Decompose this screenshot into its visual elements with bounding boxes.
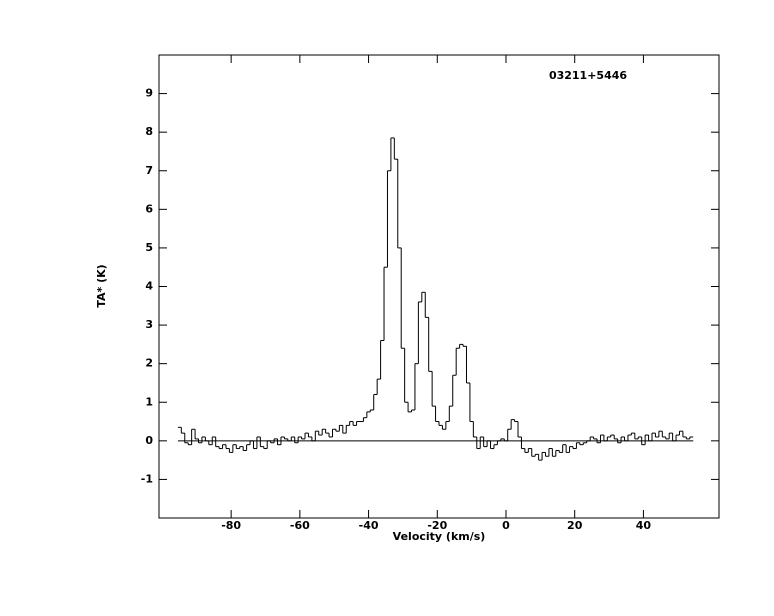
y-tick-label: 6	[145, 202, 153, 215]
x-tick-label: 20	[567, 519, 583, 532]
x-tick-label: -20	[427, 519, 447, 532]
y-tick-label: 1	[145, 395, 153, 408]
step-riser	[180, 137, 691, 461]
y-tick-label: 0	[145, 434, 153, 447]
y-tick-label: 5	[145, 241, 153, 254]
y-tick-label: 3	[145, 318, 153, 331]
annotation: 03211+5446	[549, 69, 627, 82]
x-axis-label: Velocity (km/s)	[393, 530, 486, 543]
y-tick-label: 7	[145, 164, 153, 177]
x-tick-label: 0	[502, 519, 510, 532]
y-axis-label: TA* (K)	[95, 264, 108, 307]
x-tick-label: -40	[359, 519, 379, 532]
x-tick-label: -80	[221, 519, 241, 532]
y-tick-label: 4	[145, 280, 153, 293]
y-tick-label: 9	[145, 87, 153, 100]
y-tick-label: 2	[145, 357, 153, 370]
y-tick-label: -1	[141, 472, 153, 485]
x-tick-label: 40	[636, 519, 652, 532]
y-tick-label: 8	[145, 125, 153, 138]
x-tick-label: -60	[290, 519, 310, 532]
